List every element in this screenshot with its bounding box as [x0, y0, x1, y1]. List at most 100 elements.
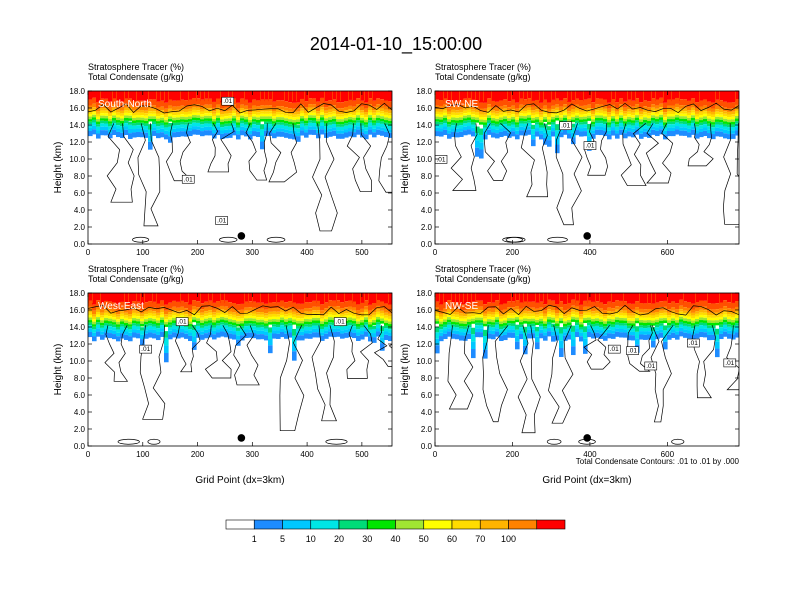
- shade-cell: [707, 129, 712, 134]
- shade-cell: [288, 293, 293, 302]
- shade-cell: [220, 314, 225, 318]
- shade-cell: [731, 127, 736, 131]
- shade-cell: [671, 326, 676, 330]
- shade-cell: [731, 293, 736, 303]
- shade-cell: [256, 100, 261, 107]
- shade-cell: [723, 118, 728, 122]
- contour-line: [645, 123, 674, 184]
- shade-cell: [252, 307, 257, 311]
- shade-cell: [232, 110, 237, 114]
- shade-cell: [619, 122, 624, 127]
- shade-cell: [276, 314, 281, 317]
- streak: [443, 293, 444, 304]
- shade-cell: [667, 322, 672, 326]
- shade-cell: [483, 316, 488, 319]
- shade-cell: [695, 91, 700, 103]
- shade-cell: [324, 302, 329, 309]
- shade-cell: [731, 121, 736, 125]
- shade-cell: [368, 110, 373, 113]
- streak: [112, 91, 113, 102]
- shade-cell: [192, 293, 197, 301]
- contour-label-box: [435, 155, 448, 164]
- shade-cell: [372, 314, 377, 318]
- shade-cell: [535, 105, 540, 110]
- shade-cell: [372, 320, 377, 323]
- shade-cell: [172, 115, 177, 118]
- shade-cell: [172, 293, 177, 301]
- shade-cell: [220, 309, 225, 312]
- shade-cell: [655, 91, 660, 100]
- shade-cell: [607, 112, 612, 115]
- shade-cell: [707, 91, 712, 102]
- shade-cell: [348, 99, 353, 106]
- shade-cell: [388, 321, 392, 325]
- shade-cell: [531, 117, 536, 121]
- shade-cell: [587, 322, 592, 326]
- shade-cell: [731, 130, 736, 134]
- shade-cell: [583, 116, 588, 120]
- shade-cell: [380, 337, 385, 344]
- shade-cell: [112, 118, 117, 121]
- shade-cell: [479, 328, 484, 333]
- shade-cell: [619, 117, 624, 121]
- shade-cell: [264, 111, 269, 114]
- shade-cell: [184, 111, 189, 115]
- colorbar-swatch: [423, 519, 453, 530]
- shade-cell: [663, 310, 668, 313]
- shade-cell: [523, 310, 528, 314]
- shade-cell: [148, 129, 153, 136]
- contour-line: [378, 123, 392, 193]
- shade-cell: [244, 111, 249, 115]
- streak: [284, 91, 285, 102]
- shade-cell: [216, 293, 221, 302]
- shade-cell: [256, 106, 261, 110]
- shade-cell: [639, 102, 644, 109]
- shade-cell: [571, 109, 576, 112]
- shade-cell: [499, 335, 504, 342]
- shade-cell: [483, 318, 488, 322]
- shade-cell: [459, 131, 464, 137]
- shade-cell: [579, 319, 584, 322]
- shade-cell: [527, 110, 532, 113]
- shade-cell: [551, 116, 556, 120]
- shade-cell: [176, 131, 181, 138]
- shade-cell: [280, 131, 285, 137]
- shade-cell: [164, 310, 169, 315]
- shade-cell: [603, 108, 608, 112]
- shade-cell: [136, 125, 141, 129]
- shade-cell: [491, 112, 496, 116]
- shade-cell: [264, 320, 269, 324]
- shade-cell: [212, 293, 217, 303]
- streak: [188, 91, 189, 102]
- shade-cell: [100, 303, 105, 310]
- shade-cell: [212, 113, 217, 117]
- shade-cell: [439, 304, 444, 311]
- shade-cell: [128, 124, 133, 129]
- shade-cell: [96, 319, 101, 323]
- shade-cell: [543, 304, 548, 311]
- shade-cell: [587, 317, 592, 321]
- shade-cell: [292, 117, 297, 120]
- shade-cell: [699, 122, 704, 126]
- shade-cell: [599, 107, 604, 111]
- shade-cell: [124, 104, 129, 108]
- shade-cell: [284, 333, 289, 339]
- shade-cell: [703, 119, 708, 122]
- shade-cell: [443, 333, 448, 340]
- shade-cell: [208, 328, 213, 333]
- streak: [523, 91, 524, 102]
- streak: [635, 91, 636, 102]
- shade-cell: [731, 119, 736, 122]
- shade-cell: [651, 331, 656, 337]
- shade-cell: [168, 99, 173, 106]
- shade-cell: [112, 314, 117, 318]
- shade-cell: [723, 111, 728, 114]
- shade-cell: [643, 106, 648, 110]
- shade-cell: [591, 326, 596, 330]
- shade-cell: [184, 326, 189, 331]
- shade-cell: [328, 317, 333, 320]
- shade-cell: [300, 110, 305, 114]
- contour-line: [279, 325, 305, 432]
- shade-cell: [659, 109, 664, 113]
- shade-cell: [663, 330, 668, 337]
